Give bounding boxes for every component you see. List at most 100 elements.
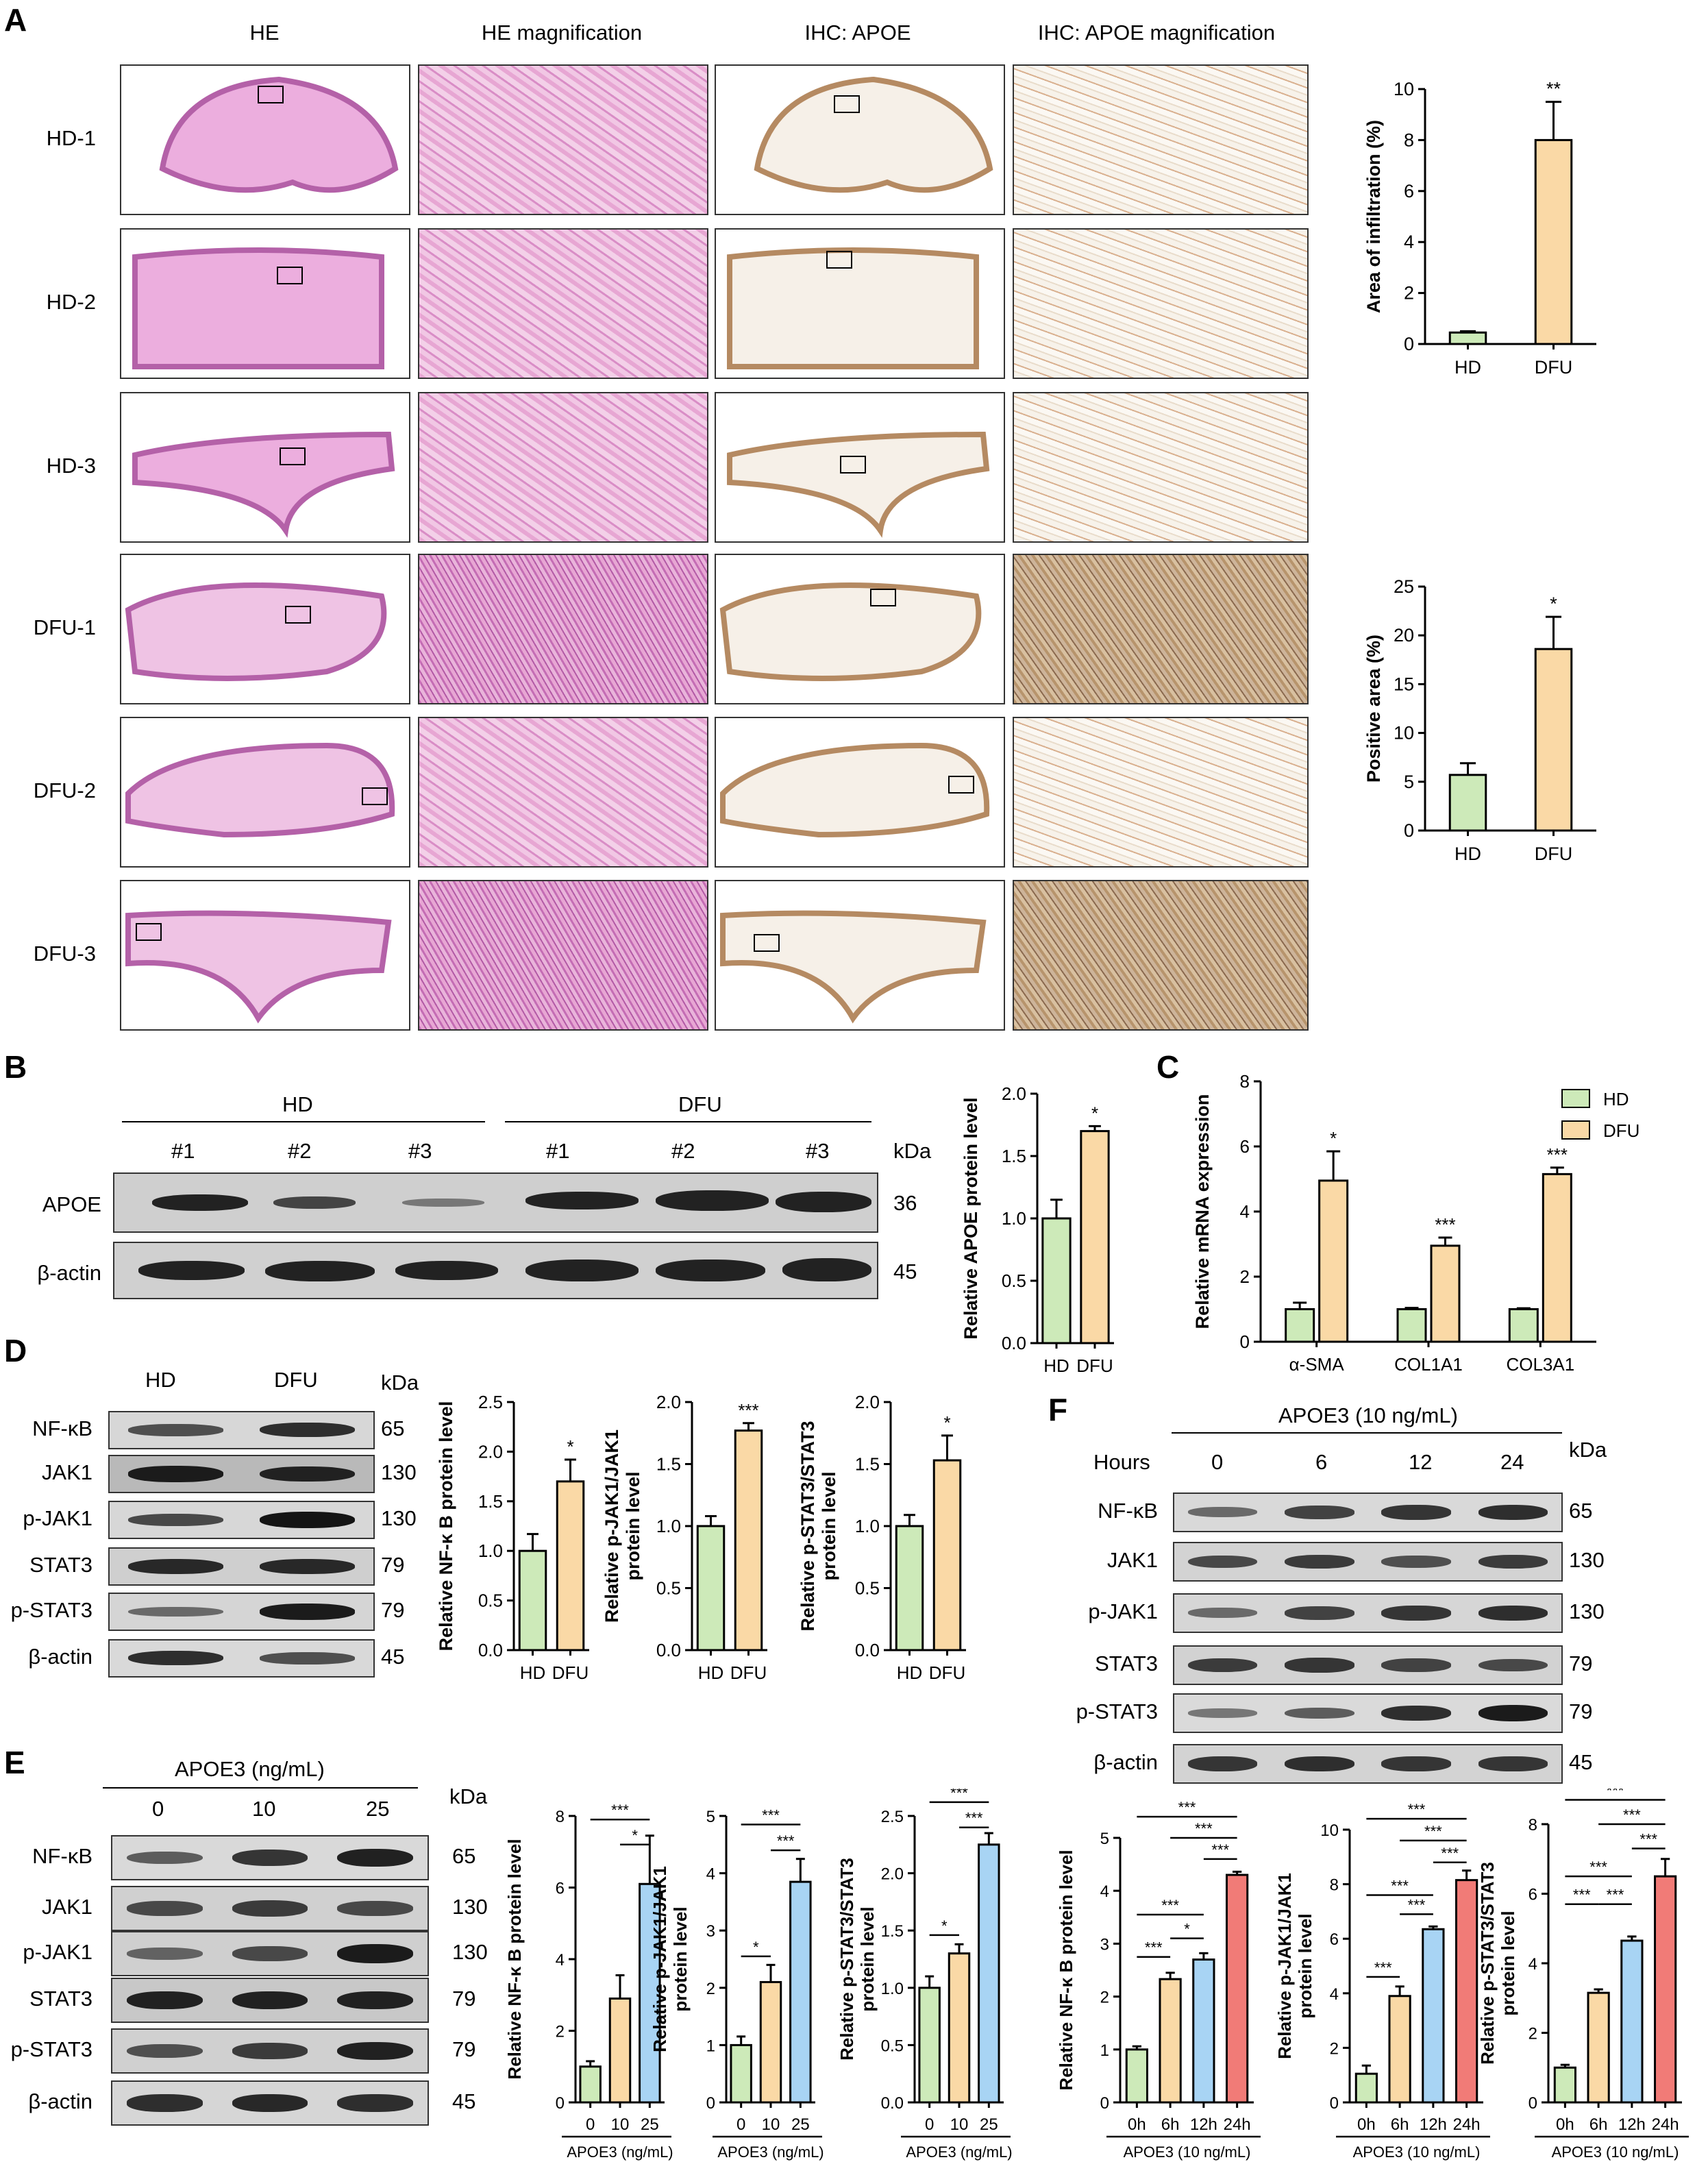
blot-strip — [111, 2028, 429, 2074]
significance-label: *** — [1374, 1959, 1392, 1976]
blot-band — [1381, 1706, 1451, 1721]
kda-value: 79 — [452, 2037, 476, 2061]
blot-label: STAT3 — [29, 1553, 92, 1577]
y-tick-label: 0.0 — [881, 2094, 904, 2113]
y-tick-label: 3 — [706, 1922, 715, 1941]
x-tick-label: 10 — [950, 2115, 969, 2134]
bar — [895, 1525, 924, 1651]
y-tick-label: 1.0 — [478, 1540, 503, 1561]
bar — [1448, 774, 1487, 832]
y-tick-label: 2 — [1240, 1266, 1250, 1287]
y-tick-label: 4 — [556, 1951, 565, 1969]
y-tick-label: 8 — [556, 1808, 565, 1826]
histology-tile-hd-2-ihcmag — [1013, 228, 1309, 379]
y-tick-label: 6 — [1240, 1136, 1250, 1157]
y-axis-label: Positive area (%) — [1363, 635, 1384, 783]
kda-value: 45 — [452, 2089, 476, 2113]
dose-label: 0 — [152, 1797, 164, 1821]
x-axis-label: APOE3 (10 ng/mL) — [1124, 2143, 1251, 2161]
y-tick-label: 0 — [1404, 820, 1414, 841]
chart-d-nfkb: 0.0 0.5 1.0 1.5 2.0 2.5 Relative NF-κ B protei… — [436, 1392, 589, 1683]
panel-f-letter: F — [1048, 1392, 1068, 1427]
significance-label: *** — [1607, 1789, 1624, 1799]
bar — [1226, 1874, 1249, 2104]
x-axis-label: APOE3 (10 ng/mL) — [1552, 2143, 1679, 2161]
row-label-hd-1: HD-1 — [46, 126, 96, 150]
y-tick-label: 0.0 — [1002, 1333, 1026, 1353]
x-axis-label: APOE3 (ng/mL) — [906, 2143, 1012, 2161]
y-tick-label: 5 — [706, 1808, 715, 1826]
x-tick-label: 0h — [1128, 2115, 1146, 2134]
kda-value: 130 — [1569, 1548, 1605, 1572]
blot-band — [260, 1423, 356, 1438]
blot-label: STAT3 — [1095, 1651, 1158, 1675]
y-tick-label: 25 — [1394, 576, 1414, 597]
blot-band — [127, 1466, 223, 1482]
significance-label: *** — [1589, 1858, 1607, 1876]
y-tick-label: 0 — [1100, 2094, 1109, 2113]
significance-label: * — [632, 1827, 638, 1844]
panel-a-letter: A — [4, 2, 27, 38]
y-tick-label: 2 — [1100, 1989, 1109, 2007]
blot-strip — [1173, 1492, 1563, 1532]
blot-band — [1381, 1505, 1451, 1520]
significance-label: *** — [1178, 1799, 1196, 1816]
histology-tile-hd-3-ihc — [715, 392, 1005, 543]
x-tick-label: 10 — [762, 2115, 780, 2134]
bar — [1354, 2072, 1378, 2104]
blot-label: p-JAK1 — [1088, 1599, 1158, 1623]
significance-label: * — [941, 1917, 948, 1934]
lane-label: #1 — [171, 1139, 195, 1163]
significance-label: *** — [1161, 1897, 1179, 1914]
significance-label: *** — [1391, 1878, 1409, 1895]
significance-label: *** — [1145, 1939, 1163, 1956]
significance-label: *** — [1607, 1887, 1624, 1904]
y-tick-label: 1.5 — [1002, 1146, 1026, 1166]
y-tick-label: 10 — [1394, 79, 1414, 99]
lane-label: #3 — [806, 1139, 830, 1163]
y-tick-label: 2 — [556, 2023, 565, 2041]
hours-label: Hours — [1093, 1450, 1150, 1474]
y-tick-label: 20 — [1394, 625, 1414, 646]
bar — [1422, 1928, 1445, 2104]
blot-label: p-STAT3 — [10, 2037, 92, 2061]
y-tick-label: 2 — [1528, 2025, 1537, 2043]
bar — [730, 2043, 752, 2104]
blot-band — [1478, 1606, 1548, 1621]
hour-label: 6 — [1315, 1450, 1328, 1474]
bar — [734, 1429, 763, 1651]
kda-value: 65 — [381, 1416, 405, 1440]
significance-label: *** — [1211, 1841, 1229, 1858]
x-tick-label: HD — [897, 1662, 923, 1683]
x-tick-label: DFU — [1076, 1355, 1113, 1376]
blot-band — [1285, 1606, 1354, 1620]
y-axis-label: Relative NF-κ B protein level — [1056, 1850, 1076, 2090]
chart-f-pstat3: 0 2 4 6 8 Relative p-STAT3/STAT3 protein level… — [1480, 1789, 1689, 2161]
x-tick-label: 12h — [1190, 2115, 1217, 2134]
y-axis-label: Relative p-JAK1/JAK1 — [651, 1866, 670, 2052]
blot-band — [1187, 1708, 1258, 1718]
y-tick-label: 10 — [1320, 1821, 1339, 1840]
treatment-label: APOE3 (ng/mL) — [175, 1757, 325, 1781]
lane-label: #3 — [408, 1139, 432, 1163]
y-tick-label: 2.0 — [881, 1865, 904, 1884]
y-tick-label: 6 — [1330, 1930, 1339, 1949]
y-tick-label: 8 — [1528, 1816, 1537, 1834]
y-tick-label: 0.5 — [478, 1590, 503, 1611]
group-line-hd — [122, 1121, 485, 1122]
blot-label: p-STAT3 — [1076, 1699, 1158, 1723]
histology-tile-hd-1-ihcmag — [1013, 64, 1309, 215]
x-tick-label: 0 — [586, 2115, 595, 2134]
blot-label: NF-κB — [32, 1416, 92, 1440]
x-tick-label: DFU — [730, 1662, 767, 1683]
bar — [1159, 1978, 1182, 2104]
kda-value: 79 — [1569, 1651, 1593, 1675]
x-tick-label: 0 — [737, 2115, 745, 2134]
y-tick-label: 0.5 — [1002, 1270, 1026, 1291]
y-tick-label: 2.5 — [478, 1392, 503, 1412]
x-axis-label: APOE3 (ng/mL) — [717, 2143, 824, 2161]
histology-tile-dfu-3-ihc — [715, 880, 1005, 1031]
significance-label: *** — [777, 1832, 795, 1850]
x-tick-label: 10 — [611, 2115, 630, 2134]
kda-value: 130 — [381, 1506, 417, 1530]
